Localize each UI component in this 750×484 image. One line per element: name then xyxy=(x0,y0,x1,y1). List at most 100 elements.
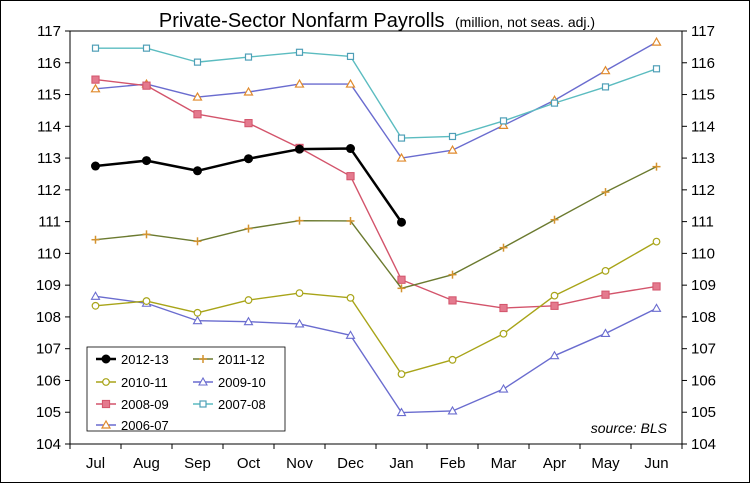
data-point-2008-09-Oct xyxy=(244,119,253,128)
y-tick-label-right: 114 xyxy=(691,118,715,135)
series-2010-11 xyxy=(91,237,661,379)
data-point-2011-12-Apr xyxy=(550,215,559,224)
data-point-2006-07-May xyxy=(600,65,611,75)
data-point-2011-12-Nov xyxy=(295,216,304,225)
data-point-2006-07-Dec xyxy=(345,78,356,88)
data-point-2010-11-Aug xyxy=(142,297,151,305)
data-point-2010-11-Jun xyxy=(652,237,661,246)
y-tick-label-left: 113 xyxy=(37,150,61,167)
data-point-2011-12-Dec xyxy=(346,216,355,225)
legend-swatch-marker xyxy=(100,419,112,429)
y-tick-label-right: 108 xyxy=(691,309,716,326)
y-tick-label-right: 115 xyxy=(691,87,715,104)
data-point-2012-13-Nov xyxy=(295,144,304,154)
data-point-2009-10-Oct xyxy=(243,316,254,326)
legend-label: 2010-11 xyxy=(121,375,168,390)
legend-item-2008-09: 2008-09 xyxy=(96,397,169,412)
data-point-2007-08-May xyxy=(601,83,610,91)
legend-item-2009-10: 2009-10 xyxy=(193,375,266,390)
data-point-2006-07-Jan xyxy=(396,152,407,162)
y-tick-label-left: 112 xyxy=(37,182,61,199)
data-point-2009-10-May xyxy=(600,328,611,337)
data-point-2010-11-Apr xyxy=(550,291,559,300)
legend-item-2006-07: 2006-07 xyxy=(96,418,169,433)
series-2007-08 xyxy=(91,44,661,142)
series-layer xyxy=(90,36,662,417)
y-tick-label-right: 110 xyxy=(691,245,715,262)
data-point-2008-09-Jun xyxy=(652,282,661,291)
data-point-2008-09-Apr xyxy=(550,301,559,310)
data-point-2007-08-Oct xyxy=(244,53,253,61)
data-point-2006-07-Feb xyxy=(447,144,458,154)
x-tick-label: Sep xyxy=(184,455,211,472)
legend-label: 2007-08 xyxy=(218,397,266,412)
y-tick-label-left: 117 xyxy=(37,23,61,40)
y-tick-label-right: 116 xyxy=(691,55,715,72)
y-tick-label-right: 112 xyxy=(691,182,715,199)
x-tick-label: May xyxy=(591,455,620,472)
data-point-2008-09-Jan xyxy=(397,275,406,284)
data-point-2010-11-Dec xyxy=(346,293,355,302)
data-point-2007-08-Aug xyxy=(142,44,151,52)
x-tick-label: Jul xyxy=(86,455,105,472)
legend-swatch-marker xyxy=(101,354,111,364)
series-line-2010-11 xyxy=(95,241,657,375)
data-point-2007-08-Mar xyxy=(499,117,508,125)
y-tick-label-right: 105 xyxy=(691,404,716,421)
chart-title-main: Private-Sector Nonfarm Payrolls xyxy=(159,10,445,32)
legend-item-2012-13: 2012-13 xyxy=(96,352,169,367)
data-point-2009-10-Dec xyxy=(345,330,356,339)
data-point-2009-10-Jan xyxy=(396,407,407,417)
data-point-2011-12-Aug xyxy=(142,230,151,239)
data-point-2007-08-Apr xyxy=(550,99,559,107)
y-tick-label-left: 110 xyxy=(37,245,61,262)
source-note: source: BLS xyxy=(591,420,668,436)
series-line-2008-09 xyxy=(95,78,657,309)
legend-label: 2006-07 xyxy=(121,418,169,433)
y-tick-label-right: 113 xyxy=(691,150,715,167)
y-tick-label-left: 106 xyxy=(36,372,61,389)
legend-item-2010-11: 2010-11 xyxy=(96,375,168,390)
chart-subtitle: (million, not seas. adj.) xyxy=(455,14,595,30)
y-tick-label-left: 116 xyxy=(37,55,61,72)
data-point-2011-12-Sep xyxy=(193,237,202,246)
legend-swatch-marker xyxy=(101,399,111,409)
data-point-2008-09-Sep xyxy=(193,110,202,119)
series-2011-12 xyxy=(91,162,661,293)
x-tick-label: Mar xyxy=(491,455,517,472)
x-tick-label: Jan xyxy=(389,455,413,472)
data-point-2011-12-Oct xyxy=(244,224,253,233)
data-point-2006-07-Mar xyxy=(498,120,509,129)
data-point-2006-07-Sep xyxy=(192,91,203,101)
y-tick-label-left: 107 xyxy=(36,341,61,358)
data-point-2008-09-May xyxy=(601,290,610,299)
y-tick-label-left: 108 xyxy=(36,309,61,326)
data-point-2007-08-Sep xyxy=(193,58,202,66)
y-tick-label-left: 111 xyxy=(38,214,61,231)
data-point-2011-12-Mar xyxy=(499,243,508,252)
data-point-2008-09-Aug xyxy=(142,81,151,90)
data-point-2007-08-Nov xyxy=(295,48,304,56)
data-point-2012-13-Jul xyxy=(91,161,100,171)
series-2006-07 xyxy=(90,36,662,162)
data-point-2009-10-Jul xyxy=(90,291,101,300)
x-tick-label: Oct xyxy=(237,455,261,472)
data-point-2007-08-Jun xyxy=(652,65,661,73)
y-tick-label-right: 106 xyxy=(691,372,716,389)
y-tick-label-right: 117 xyxy=(691,23,715,40)
legend-item-2011-12: 2011-12 xyxy=(193,352,265,367)
series-line-2006-07 xyxy=(95,41,657,159)
x-tick-label: Apr xyxy=(543,455,566,472)
y-tick-label-left: 104 xyxy=(36,436,61,453)
x-tick-label: Jun xyxy=(644,455,668,472)
data-point-2010-11-Feb xyxy=(448,355,457,364)
y-tick-label-right: 107 xyxy=(691,341,716,358)
legend-swatch-marker xyxy=(199,355,207,363)
data-point-2009-10-Sep xyxy=(192,315,203,325)
y-tick-label-right: 111 xyxy=(691,214,714,231)
y-tick-label-left: 105 xyxy=(36,404,61,421)
data-point-2007-08-Feb xyxy=(448,132,457,141)
data-point-2007-08-Jul xyxy=(91,44,100,52)
